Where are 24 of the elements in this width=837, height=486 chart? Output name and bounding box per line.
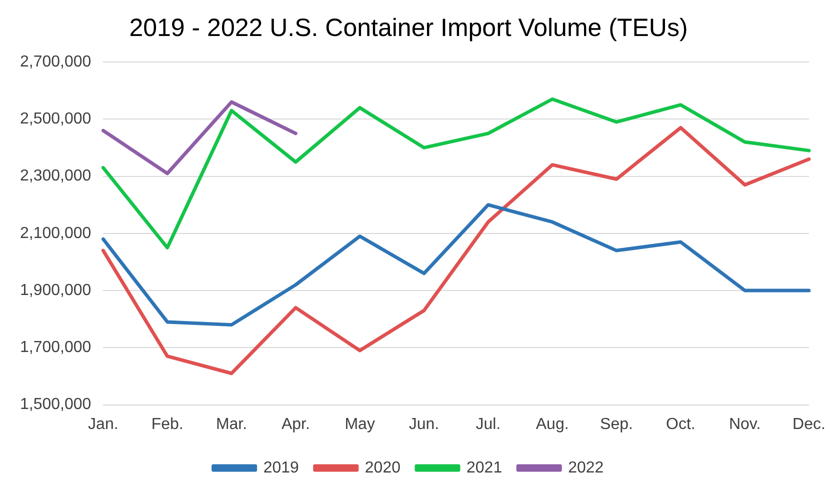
- x-tick-label: Jul.: [476, 416, 501, 433]
- y-tick-label: 1,700,000: [20, 339, 92, 356]
- x-tick-label: May: [344, 416, 375, 433]
- x-tick-label: Jun.: [408, 416, 440, 433]
- x-tick-label: Dec.: [792, 416, 826, 433]
- x-tick-label: Mar.: [216, 416, 248, 433]
- x-tick-label: Nov.: [728, 416, 761, 433]
- x-tick-label: Jan.: [88, 416, 118, 433]
- y-tick-label: 1,900,000: [20, 282, 92, 299]
- legend-label: 2021: [466, 459, 502, 476]
- legend-label: 2022: [568, 459, 604, 476]
- y-tick-label: 1,500,000: [20, 396, 92, 414]
- x-tick-label: Feb.: [151, 416, 184, 433]
- y-tick-label: 2,300,000: [20, 168, 92, 185]
- legend-label: 2019: [263, 459, 300, 476]
- x-tick-label: Aug.: [536, 416, 569, 433]
- x-tick-label: Apr.: [281, 416, 310, 433]
- x-tick-label: Sep.: [600, 416, 633, 433]
- chart-title: 2019 - 2022 U.S. Container Import Volume (TEUs): [129, 14, 688, 42]
- x-tick-label: Oct.: [666, 416, 696, 433]
- y-tick-label: 2,500,000: [20, 110, 92, 128]
- y-tick-label: 2,700,000: [20, 53, 92, 70]
- legend-label: 2020: [364, 459, 401, 476]
- y-tick-label: 2,100,000: [20, 224, 92, 242]
